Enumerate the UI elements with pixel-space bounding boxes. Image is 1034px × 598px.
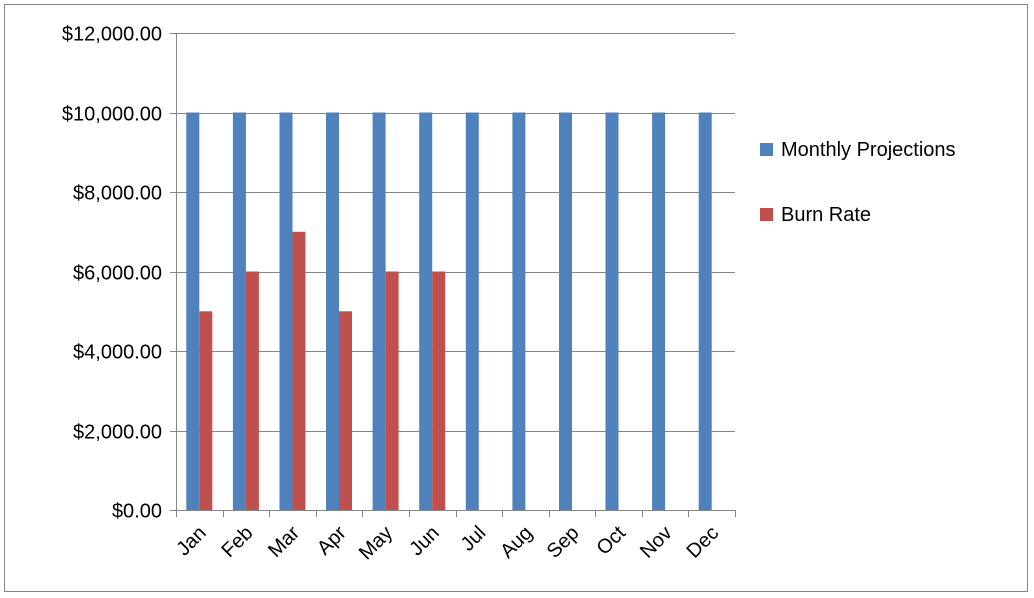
bar-burn-rate	[292, 231, 306, 511]
legend-label: Burn Rate	[781, 204, 871, 226]
bar-monthly-projections	[605, 112, 619, 510]
bar-monthly-projections	[326, 112, 339, 510]
bar-monthly-projections	[465, 112, 479, 510]
y-tick-label: $6,000.00	[73, 263, 162, 285]
bar-burn-rate	[199, 311, 213, 511]
bar-monthly-projections	[372, 112, 386, 510]
x-tick-label: Dec	[683, 522, 724, 563]
bar-monthly-projections	[652, 112, 666, 510]
bar-burn-rate	[339, 311, 352, 511]
bar-monthly-projections	[186, 112, 200, 510]
x-tick-label: Apr	[313, 522, 351, 560]
legend-label: Monthly Projections	[781, 139, 956, 161]
y-tick-label: $12,000.00	[62, 24, 162, 46]
x-tick-label: May	[355, 522, 397, 564]
bar-burn-rate	[385, 271, 399, 510]
y-tick-label: $10,000.00	[62, 104, 162, 126]
axes	[170, 33, 736, 517]
y-tick-label: $8,000.00	[73, 183, 162, 205]
x-tick-label: Jul	[457, 522, 491, 556]
legend: Monthly Projections Burn Rate	[760, 139, 956, 226]
x-tick-label: Sep	[543, 522, 584, 563]
bars	[186, 112, 712, 511]
bar-monthly-projections	[419, 112, 433, 510]
gridlines	[170, 33, 735, 432]
bar-burn-rate	[432, 271, 446, 510]
bar-burn-rate	[245, 271, 259, 510]
legend-swatch	[760, 143, 773, 156]
y-tick-label: $2,000.00	[73, 422, 162, 444]
x-tick-label: Feb	[217, 522, 257, 562]
bar-monthly-projections	[512, 112, 526, 510]
bar-monthly-projections	[279, 112, 293, 510]
y-tick-label: $0.00	[112, 501, 162, 523]
x-tick-label: Aug	[496, 522, 537, 563]
x-tick-label: Nov	[636, 522, 677, 563]
legend-swatch	[760, 208, 773, 221]
x-tick-label: Jun	[405, 522, 443, 560]
x-tick-label: Jan	[172, 522, 210, 560]
bar-monthly-projections	[559, 112, 572, 510]
bar-monthly-projections	[698, 112, 712, 510]
bar-monthly-projections	[232, 112, 246, 510]
y-tick-label: $4,000.00	[73, 342, 162, 364]
x-tick-label: Mar	[264, 522, 304, 562]
x-tick-label: Oct	[593, 522, 631, 560]
